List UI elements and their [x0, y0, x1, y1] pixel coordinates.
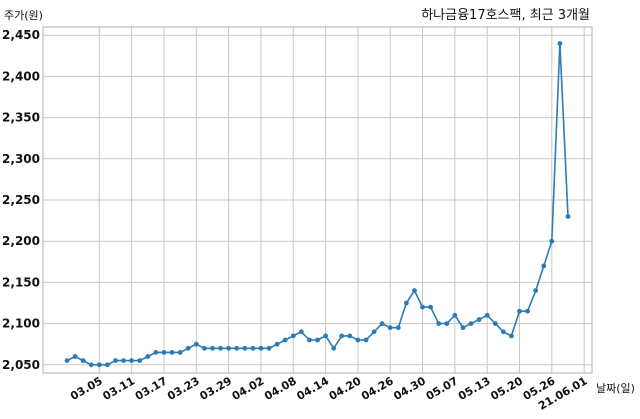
price-point: [492, 321, 498, 326]
x-tick-label: 04.14: [294, 374, 331, 403]
price-point: [258, 345, 264, 351]
y-tick-label: 2,300: [2, 152, 40, 166]
price-point: [298, 329, 304, 335]
y-tick-label: 2,050: [2, 358, 40, 372]
price-point: [525, 308, 530, 314]
price-point: [517, 308, 522, 314]
price-point: [129, 358, 135, 363]
price-point: [242, 345, 248, 351]
price-point: [509, 333, 514, 339]
price-point: [355, 337, 361, 343]
price-point: [347, 333, 353, 339]
price-points: [64, 41, 571, 368]
y-tick-label: 2,450: [2, 28, 40, 42]
price-point: [161, 350, 167, 355]
price-point: [565, 214, 571, 219]
price-point: [444, 321, 450, 326]
x-tick-label: 03.29: [197, 374, 234, 403]
y-tick-label: 2,250: [2, 193, 40, 207]
x-tick-label: 05.13: [456, 374, 493, 403]
y-tick-label: 2,350: [2, 111, 40, 125]
price-point: [266, 345, 272, 351]
price-point: [96, 362, 102, 368]
y-axis-label: 주가(원): [4, 9, 43, 22]
price-point: [460, 325, 466, 331]
price-point: [274, 341, 280, 347]
price-point: [64, 358, 70, 363]
y-tick-label: 2,150: [2, 275, 40, 289]
price-point: [202, 345, 207, 351]
price-point: [234, 345, 240, 351]
price-line: [66, 43, 569, 366]
price-point: [210, 345, 215, 351]
price-point: [80, 358, 86, 363]
price-point: [226, 345, 232, 351]
price-point: [436, 321, 442, 326]
price-point: [153, 350, 159, 355]
price-point: [121, 358, 126, 363]
price-point: [501, 329, 506, 335]
y-axis-ticks: 2,050 2,100 2,150 2,200 2,250 2,300 2,350 2,400…: [2, 28, 40, 372]
price-point: [307, 337, 312, 343]
price-point: [113, 358, 118, 363]
price-point: [412, 288, 417, 293]
price-point: [484, 312, 490, 318]
x-tick-label: 03.05: [68, 374, 105, 403]
price-point: [420, 304, 425, 310]
price-point: [193, 341, 199, 347]
price-point: [339, 333, 345, 339]
price-point: [557, 41, 563, 46]
price-point: [282, 337, 288, 343]
price-point: [395, 325, 401, 331]
plot-frame: [42, 26, 593, 374]
price-point: [452, 312, 458, 318]
price-point: [145, 354, 151, 359]
x-tick-label: 05.07: [424, 374, 461, 403]
price-point: [185, 345, 191, 351]
price-point: [315, 337, 320, 343]
price-point: [428, 304, 433, 310]
price-point: [331, 345, 337, 351]
price-point: [88, 362, 94, 368]
price-point: [137, 358, 143, 363]
x-tick-label: 03.11: [101, 374, 138, 403]
x-tick-label: 03.17: [133, 374, 170, 403]
chart-title: 하나금융17호스팩, 최근 3개월: [421, 8, 590, 23]
price-point: [218, 345, 223, 351]
x-tick-label: 04.26: [359, 374, 396, 403]
x-tick-label: 05.20: [488, 374, 525, 403]
price-point: [72, 354, 78, 359]
price-point: [468, 321, 474, 326]
x-tick-label: 04.08: [262, 374, 299, 403]
price-point: [387, 325, 393, 331]
price-point: [323, 333, 328, 339]
price-point: [105, 362, 110, 368]
price-point: [541, 263, 547, 269]
price-point: [533, 288, 539, 293]
y-tick-label: 2,100: [2, 317, 40, 331]
price-point: [169, 350, 175, 355]
price-point: [250, 345, 256, 351]
x-axis-ticks: 03.0503.1103.1703.2303.2904.0204.0804.14…: [68, 374, 589, 413]
price-point: [549, 238, 555, 244]
y-gridlines: [43, 34, 592, 366]
price-point: [363, 337, 369, 343]
x-tick-label: 03.23: [165, 374, 202, 403]
y-tick-label: 2,200: [2, 234, 40, 248]
price-point: [476, 317, 482, 322]
x-tick-label: 04.30: [391, 374, 428, 403]
price-point: [177, 350, 183, 355]
price-point: [379, 321, 385, 326]
price-point: [290, 333, 296, 339]
price-point: [404, 300, 409, 306]
x-axis-label: 날짜(일): [596, 381, 635, 395]
price-point: [371, 329, 377, 335]
x-tick-label: 04.20: [327, 374, 364, 403]
x-tick-label: 04.02: [230, 374, 267, 403]
y-tick-label: 2,400: [2, 69, 40, 83]
